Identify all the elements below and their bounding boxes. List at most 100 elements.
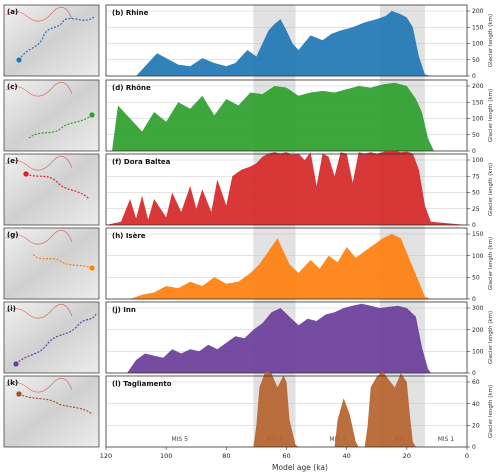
x-tick-label: 60 xyxy=(282,452,290,460)
y-axis-label: Glacier length (km) xyxy=(488,385,494,438)
chart-panel: (h) Isère 0 50 100 150 Glacier length (km) xyxy=(105,227,494,303)
y-axis-label: Glacier length (km) xyxy=(488,311,494,364)
y-tick-label: 200 xyxy=(472,83,484,90)
map-terminus-dot xyxy=(88,111,96,119)
map-terminus-dot xyxy=(88,264,96,272)
chart-panel: (b) Rhine 0 50 100 150 200 Glacier length (km) xyxy=(105,4,494,80)
y-tick-label: 0 xyxy=(472,222,476,229)
y-tick-label: 0 xyxy=(472,73,476,80)
y-tick-label: 25 xyxy=(472,206,480,213)
map-terminus-dot xyxy=(15,390,23,398)
map-flowline xyxy=(15,313,97,365)
length-area xyxy=(106,371,467,447)
y-tick-label: 100 xyxy=(472,116,484,123)
length-area xyxy=(106,303,467,373)
y-tick-label: 200 xyxy=(472,8,484,15)
length-area xyxy=(106,150,467,225)
map-panel-label: (k) xyxy=(7,379,18,387)
map-panel-label: (i) xyxy=(7,305,16,313)
y-tick-label: 150 xyxy=(472,231,484,238)
map-terrain xyxy=(3,153,100,226)
y-tick-label: 200 xyxy=(472,327,484,334)
y-tick-label: 0 xyxy=(472,296,476,303)
y-tick-label: 100 xyxy=(472,41,484,48)
x-tick-label: 20 xyxy=(403,452,411,460)
panel-frame xyxy=(105,79,468,152)
map-panel: (e) xyxy=(3,153,100,226)
x-axis-label: Model age (ka) xyxy=(272,463,328,472)
x-tick-label: 40 xyxy=(343,452,351,460)
panel-title: (l) Tagliamento xyxy=(112,380,172,388)
panel-title: (b) Rhine xyxy=(112,9,149,17)
map-flowline xyxy=(18,16,95,61)
y-tick-label: 50 xyxy=(472,57,480,64)
y-tick-label: 100 xyxy=(472,349,484,356)
map-terminus-dot xyxy=(15,56,23,64)
map-ice-extent xyxy=(5,229,73,245)
mis-label: MIS 5 xyxy=(171,436,188,443)
x-tick-label: 120 xyxy=(100,452,112,460)
x-axis: 120 100 80 60 40 20 0 xyxy=(100,447,469,460)
map-ice-extent xyxy=(5,155,73,171)
chart-panel: (l) Tagliamento 0 20 40 60 Glacier length (km… xyxy=(105,371,494,451)
x-tick-label: 100 xyxy=(160,452,172,460)
y-axis-label: Glacier length (km) xyxy=(488,237,494,290)
chart-panel: (j) Inn 0 100 200 300 Glacier length (km) xyxy=(105,301,494,377)
map-terrain xyxy=(3,227,100,300)
y-tick-label: 50 xyxy=(472,132,480,139)
map-flowline xyxy=(28,114,93,139)
chart-panel: (f) Dora Baltea 0 25 50 75 100 Glacier length … xyxy=(105,150,494,229)
y-tick-label: 100 xyxy=(472,157,484,164)
y-axis-label: Glacier length (km) xyxy=(488,14,494,67)
y-tick-label: 50 xyxy=(472,275,480,282)
panel-title: (f) Dora Baltea xyxy=(112,158,171,166)
panel-title: (d) Rhône xyxy=(112,84,151,92)
map-ice-extent xyxy=(5,81,73,97)
y-tick-label: 20 xyxy=(472,423,480,430)
length-area xyxy=(106,11,467,76)
map-column: (a) (c) (e) (g) (i) (k) xyxy=(3,4,100,448)
map-panel-label: (c) xyxy=(7,83,18,91)
y-tick-label: 60 xyxy=(472,379,480,386)
map-terminus-dot xyxy=(12,360,20,368)
map-panel: (g) xyxy=(3,227,100,300)
map-panel-label: (g) xyxy=(7,231,18,239)
y-axis-label: Glacier length (km) xyxy=(488,89,494,142)
map-terrain xyxy=(3,4,100,77)
y-tick-label: 300 xyxy=(472,305,484,312)
y-tick-label: 0 xyxy=(472,148,476,155)
chart-panel: (d) Rhône 0 50 100 150 200 Glacier length (km) xyxy=(105,79,494,155)
map-flowline xyxy=(25,173,90,200)
map-panel-label: (a) xyxy=(7,8,18,16)
y-tick-label: 75 xyxy=(472,173,480,180)
y-tick-label: 0 xyxy=(472,370,476,377)
x-tick-label: 80 xyxy=(222,452,230,460)
map-terminus-dot xyxy=(22,170,30,178)
map-panel: (k) xyxy=(3,375,100,448)
map-ice-extent xyxy=(5,377,73,393)
panel-frame xyxy=(105,227,468,300)
y-tick-label: 150 xyxy=(472,24,484,31)
panel-frame xyxy=(105,301,468,374)
panel-frame xyxy=(105,153,468,226)
y-tick-label: 40 xyxy=(472,401,480,408)
x-tick-label: 0 xyxy=(465,452,469,460)
map-terrain xyxy=(3,79,100,152)
map-ice-extent xyxy=(5,6,73,22)
map-panel: (a) xyxy=(3,4,100,77)
length-area xyxy=(106,234,467,299)
panel-title: (h) Isère xyxy=(112,232,146,240)
map-ice-extent xyxy=(5,303,73,319)
panel-frame xyxy=(105,4,468,77)
y-tick-label: 150 xyxy=(472,99,484,106)
mis-label: MIS 1 xyxy=(438,436,455,443)
y-tick-label: 50 xyxy=(472,190,480,197)
map-panel: (c) xyxy=(3,79,100,152)
map-panel-label: (e) xyxy=(7,157,18,165)
y-tick-label: 0 xyxy=(472,444,476,451)
map-flowline xyxy=(31,252,93,269)
map-panel: (i) xyxy=(3,301,100,374)
y-tick-label: 100 xyxy=(472,253,484,260)
